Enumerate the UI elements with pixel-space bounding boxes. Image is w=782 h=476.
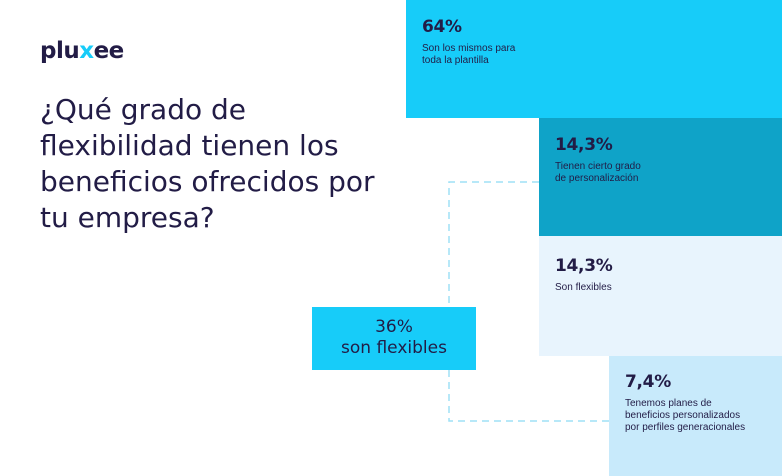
bar-description-line: Tenemos planes de xyxy=(625,398,712,409)
bar-description-line: Tienen cierto grado xyxy=(555,161,641,172)
bar-same-for-all: 64% Son los mismos para toda la plantill… xyxy=(406,0,782,118)
summary-label: son flexibles xyxy=(341,338,447,358)
bar-value-label: 64% xyxy=(422,17,462,37)
bar-description-line: por perfiles generacionales xyxy=(625,422,746,433)
bar-value-label: 14,3% xyxy=(555,135,613,155)
logo-text-start: plu xyxy=(40,38,80,64)
summary-value: 36% xyxy=(375,317,413,337)
bar-value-label: 14,3% xyxy=(555,256,613,276)
bar-description: Tenemos planes de beneficios personaliza… xyxy=(625,398,766,434)
flexible-summary-box: 36% son flexibles xyxy=(312,307,476,370)
bar-description: Son flexibles xyxy=(555,282,766,294)
page-title: ¿Qué grado de flexibilidad tienen los be… xyxy=(40,93,375,234)
bar-value-label: 7,4% xyxy=(625,372,671,392)
bar-description-line: beneficios personalizados xyxy=(625,410,741,421)
bar-flexible: 14,3% Son flexibles xyxy=(539,236,782,356)
bar-description-line: Son flexibles xyxy=(555,282,612,293)
bar-description-line: Son los mismos para xyxy=(422,43,516,54)
logo-text-x: x xyxy=(79,38,94,64)
bar-description-line: toda la plantilla xyxy=(422,55,489,66)
pluxee-logo: pluxee xyxy=(40,38,124,64)
bar-description: Son los mismos para toda la plantilla xyxy=(422,43,766,67)
logo-text-end: ee xyxy=(93,38,125,64)
bar-description-line: de personalización xyxy=(555,173,639,184)
bar-generational-plans: 7,4% Tenemos planes de beneficios person… xyxy=(609,356,782,476)
bar-some-personalization: 14,3% Tienen cierto grado de personaliza… xyxy=(539,118,782,236)
bar-description: Tienen cierto grado de personalización xyxy=(555,161,766,185)
